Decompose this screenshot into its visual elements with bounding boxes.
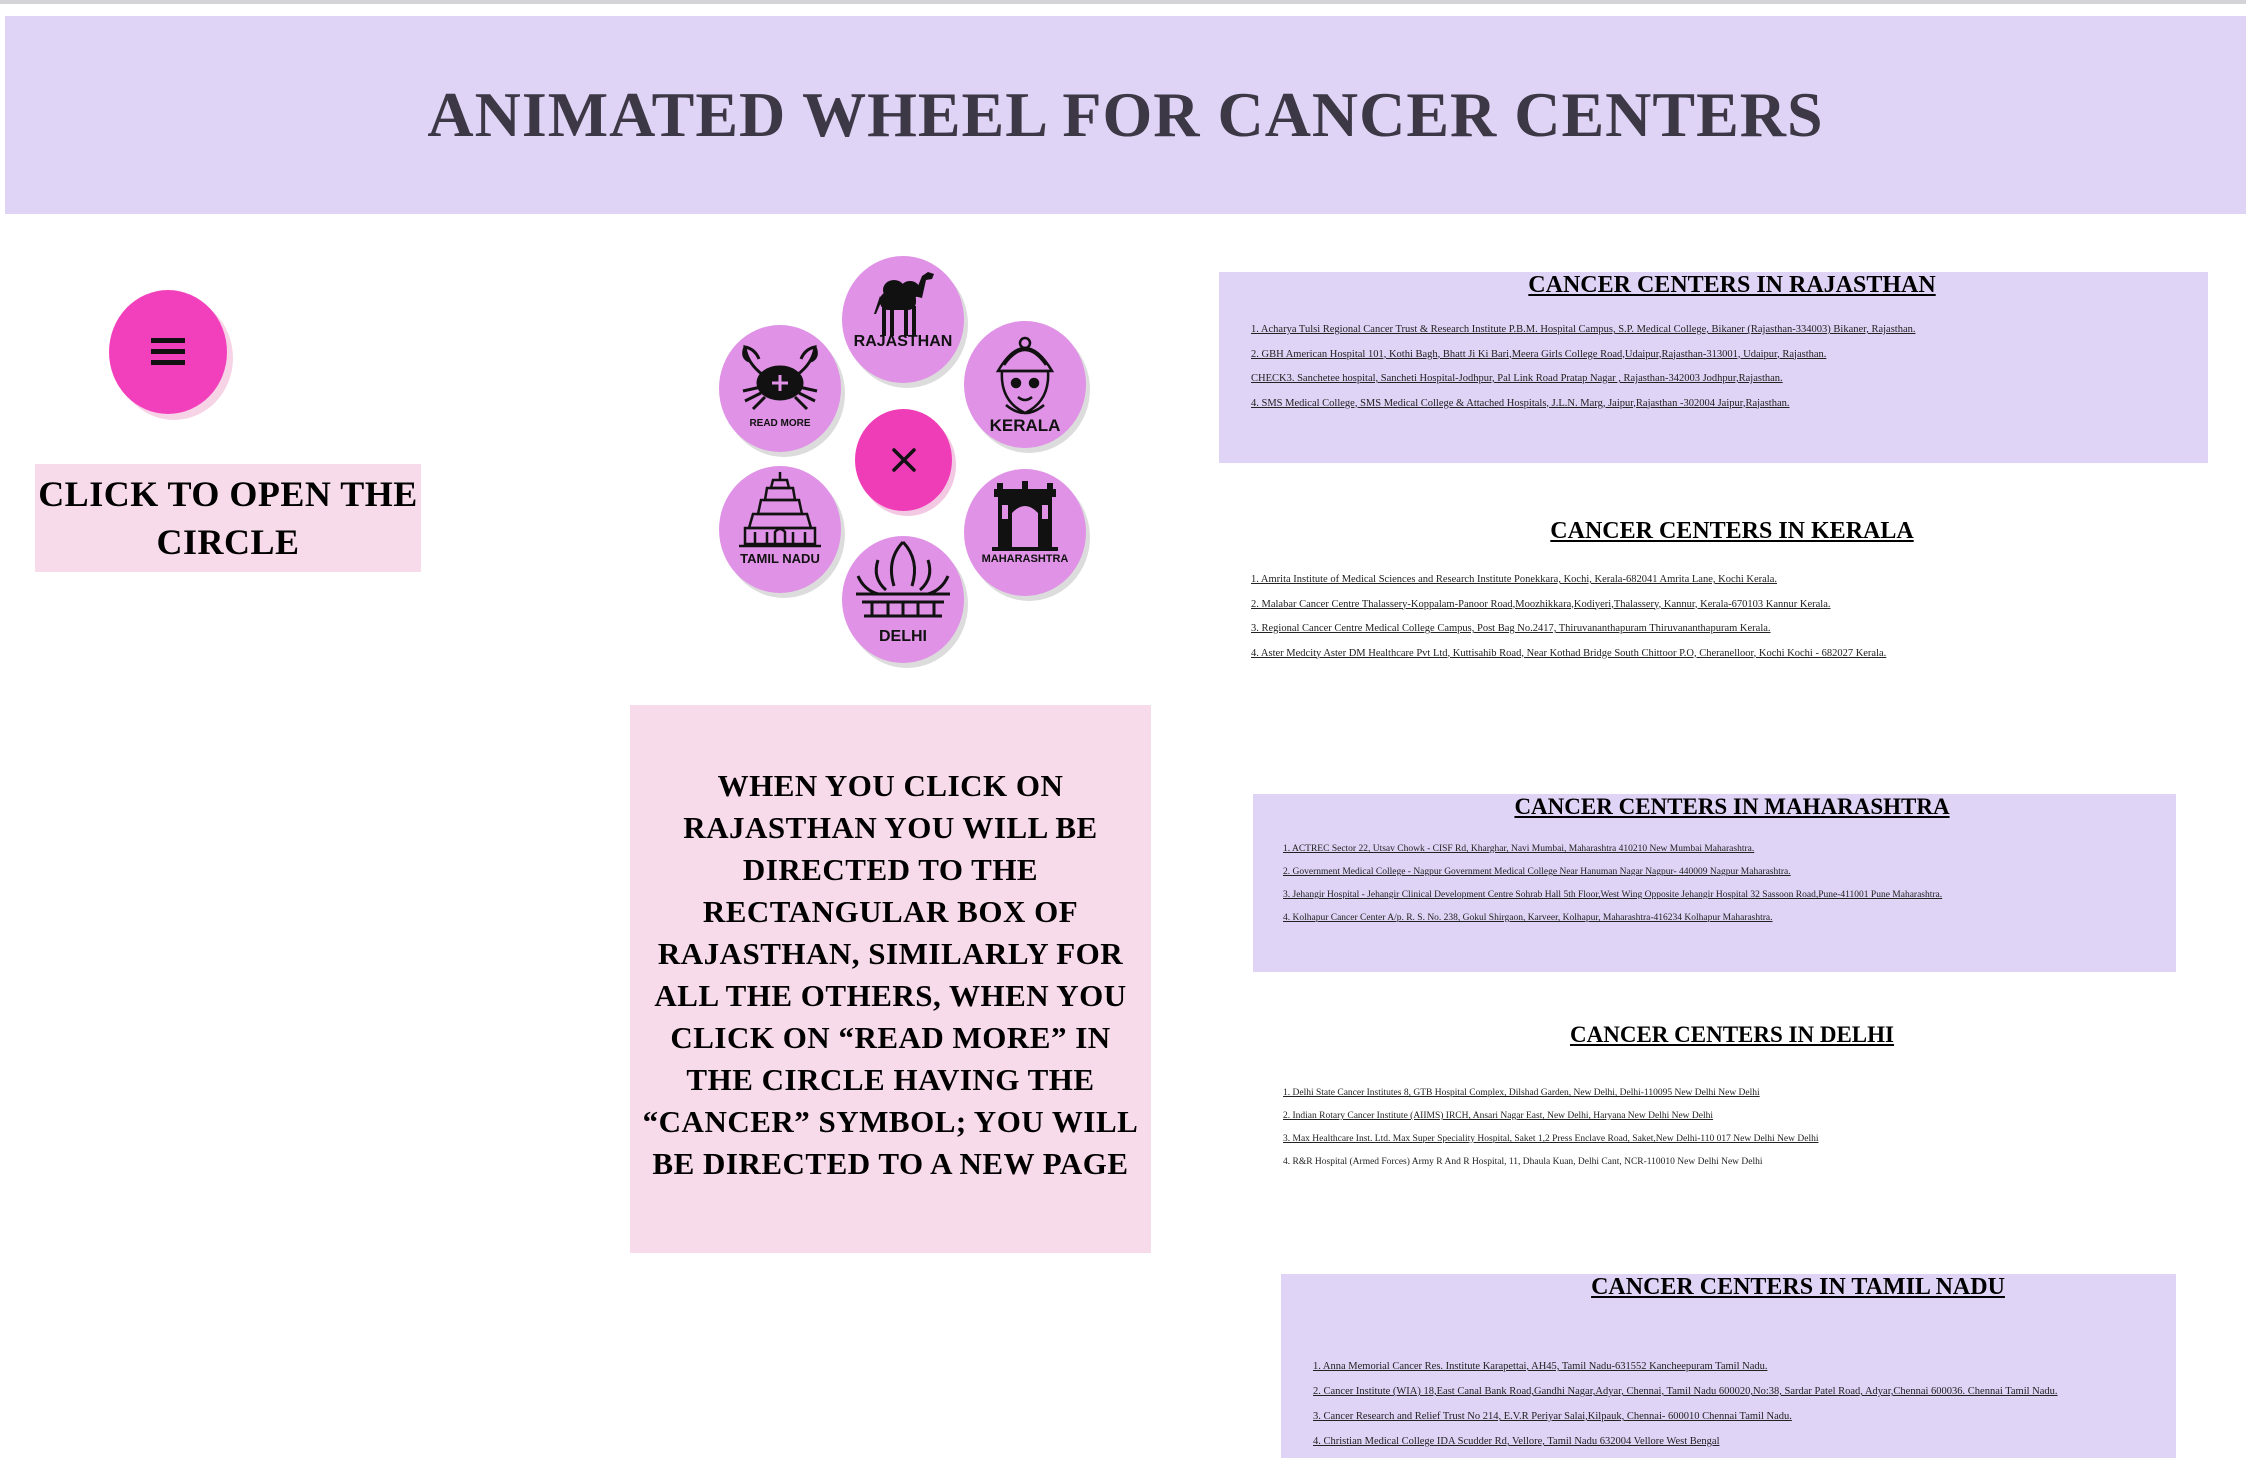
section-title: CANCER CENTERS IN TAMIL NADU [1591,1274,2005,1300]
instructions-box: WHEN YOU CLICK ON RAJASTHAN YOU WILL BE … [630,705,1151,1253]
center-link[interactable]: 1. Delhi State Cancer Institutes 8, GTB … [1283,1088,1760,1098]
center-link[interactable]: 1. Amrita Institute of Medical Sciences … [1251,574,1777,585]
center-list: 1. Delhi State Cancer Institutes 8, GTB … [1283,1082,1818,1174]
center-link[interactable]: 2. Indian Rotary Cancer Institute (AIIMS… [1283,1111,1714,1121]
section-delhi: CANCER CENTERS IN DELHI 1. Delhi State C… [1253,1012,2176,1182]
wheel-item-read-more[interactable]: READ MORE [719,325,841,452]
camel-icon [874,272,934,336]
page-title: ANIMATED WHEEL FOR CANCER CENTERS [427,79,1824,150]
wheel-item-maharashtra[interactable]: MAHARASHTRA [964,469,1086,596]
gateway-of-india-icon [992,481,1058,551]
center-list: 1. Amrita Institute of Medical Sciences … [1251,568,1886,666]
center-link[interactable]: CHECK3. Sanchetee hospital, Sancheti Hos… [1251,373,1783,384]
center-link[interactable]: 1. Anna Memorial Cancer Res. Institute K… [1313,1361,1768,1372]
wheel-item-label: TAMIL NADU [740,551,820,566]
wheel-item-label: RAJASTHAN [853,333,953,350]
center-link[interactable]: 4. Aster Medcity Aster DM Healthcare Pvt… [1251,647,1887,659]
lotus-temple-icon [856,540,950,618]
top-border [0,0,2246,4]
center-link[interactable]: 4. Kolhapur Cancer Center A/p. R. S. No.… [1283,913,1773,923]
center-link[interactable]: 4. Christian Medical College IDA Scudder… [1313,1436,1720,1447]
center-link[interactable]: 4. SMS Medical College, SMS Medical Coll… [1251,397,1790,409]
section-kerala: CANCER CENTERS IN KERALA 1. Amrita Insti… [1219,508,2208,668]
center-list: 1. Anna Memorial Cancer Res. Institute K… [1313,1354,2058,1454]
section-rajasthan: CANCER CENTERS IN RAJASTHAN 1. Acharya T… [1219,272,2208,463]
section-title: CANCER CENTERS IN MAHARASHTRA [1514,794,1950,819]
center-link[interactable]: 1. ACTREC Sector 22, Utsav Chowk - CISF … [1283,844,1755,854]
section-title: CANCER CENTERS IN DELHI [1570,1022,1894,1047]
center-list: 1. ACTREC Sector 22, Utsav Chowk - CISF … [1283,838,1942,930]
wheel-item-label: READ MORE [749,418,811,429]
section-tamil-nadu: CANCER CENTERS IN TAMIL NADU 1. Anna Mem… [1281,1274,2176,1458]
center-text: 4. R&R Hospital (Armed Forces) Army R An… [1283,1157,1763,1167]
section-title: CANCER CENTERS IN RAJASTHAN [1528,272,1936,298]
center-link[interactable]: 2. Government Medical College - Nagpur G… [1283,867,1791,877]
kathakali-face-icon [995,336,1055,415]
center-link[interactable]: 3. Cancer Research and Relief Trust No 2… [1313,1411,1792,1422]
center-link[interactable]: 3. Max Healthcare Inst. Ltd. Max Super S… [1283,1134,1819,1144]
center-link[interactable]: 2. Cancer Institute (WIA) 18,East Canal … [1313,1386,2058,1397]
page-header: ANIMATED WHEEL FOR CANCER CENTERS [5,16,2246,214]
center-list: 1. Acharya Tulsi Regional Cancer Trust &… [1251,318,1916,416]
wheel-item-label: DELHI [879,628,927,645]
center-link[interactable]: 3. Regional Cancer Centre Medical Colleg… [1251,623,1771,634]
center-link[interactable]: 2. Malabar Cancer Centre Thalassery-Kopp… [1251,598,1831,610]
center-link[interactable]: 1. Acharya Tulsi Regional Cancer Trust &… [1251,324,1916,335]
wheel-close-button[interactable] [855,409,952,511]
wheel-item-label: MAHARASHTRA [981,553,1069,565]
close-icon [891,448,916,472]
cancer-crab-icon [742,345,818,411]
wheel-item-kerala[interactable]: KERALA [964,321,1086,448]
menu-button[interactable] [109,290,227,414]
wheel-item-tamil-nadu[interactable]: TAMIL NADU [719,466,841,593]
wheel-item-label: KERALA [989,416,1061,435]
wheel-item-delhi[interactable]: DELHI [842,536,964,663]
open-circle-label: CLICK TO OPEN THE CIRCLE [35,464,421,572]
temple-gopuram-icon [739,472,821,548]
center-link[interactable]: 2. GBH American Hospital 101, Kothi Bagh… [1251,348,1827,360]
section-maharashtra: CANCER CENTERS IN MAHARASHTRA 1. ACTREC … [1253,794,2176,972]
center-link[interactable]: 3. Jehangir Hospital - Jehangir Clinical… [1283,890,1943,900]
wheel-item-rajasthan[interactable]: RAJASTHAN [842,256,964,383]
section-title: CANCER CENTERS IN KERALA [1550,518,1914,544]
hamburger-menu-icon [151,338,185,365]
